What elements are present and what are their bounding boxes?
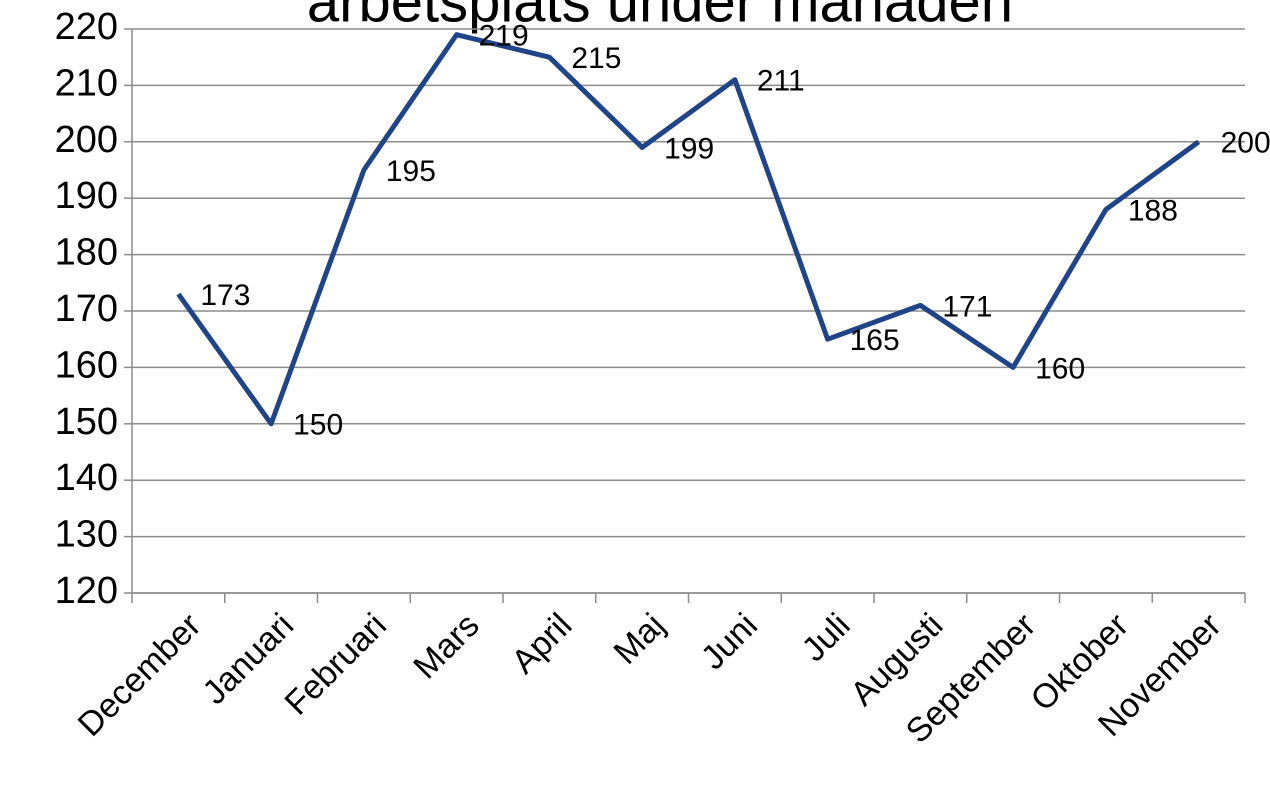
x-tick-label: Maj [607,606,673,672]
y-tick-label: 220 [55,6,118,48]
x-tick-label: Juli [795,606,858,669]
data-label: 211 [757,65,805,98]
data-label: 195 [386,155,436,188]
data-label: 160 [1035,352,1085,385]
y-tick-label: 150 [55,401,118,443]
x-tick-label: December [71,606,209,744]
data-line [176,32,1201,427]
x-tick-label: April [504,606,579,681]
y-tick-label: 200 [55,119,118,161]
data-label: 165 [850,324,900,357]
data-label: 215 [571,42,621,75]
data-label: 173 [200,279,250,312]
data-label: 199 [664,132,714,165]
y-tick-label: 180 [55,232,118,274]
y-tick-label: 170 [55,288,118,330]
data-label: 188 [1128,194,1178,227]
y-tick-label: 140 [55,457,118,499]
y-tick-label: 120 [55,570,118,612]
x-tick-label: Februari [277,606,393,722]
y-tick-label: 160 [55,344,118,386]
data-label: 150 [293,409,343,442]
data-label: 171 [942,290,992,323]
y-tick-label: 130 [55,514,118,556]
x-tick-label: Juni [694,606,765,677]
y-tick-label: 190 [55,175,118,217]
data-label: 219 [479,20,529,53]
x-tick-label: Mars [406,606,486,686]
y-tick-label: 210 [55,62,118,104]
data-label: 200 [1221,127,1270,160]
